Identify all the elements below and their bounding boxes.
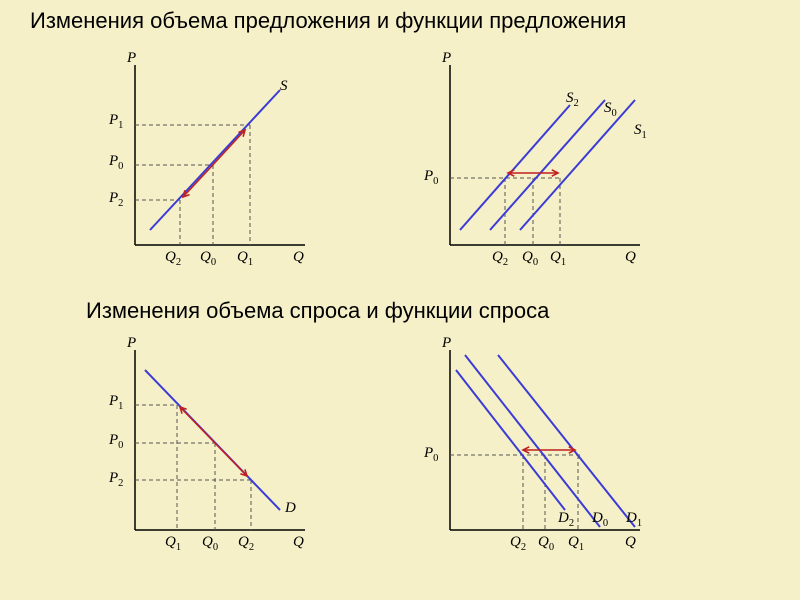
supply-move-along: P P1 P0 P2 S Q2 Q0 Q1 Q [105,50,315,265]
label-P0: P0 [424,445,438,464]
label-Q1: Q1 [237,249,253,268]
label-S: S [280,78,288,95]
label-Q2: Q2 [238,534,254,553]
label-P: P [127,335,136,352]
label-Q: Q [293,534,304,551]
label-P1: P1 [109,112,123,131]
label-D0: D0 [592,510,608,529]
title-bottom: Изменения объема спроса и функции спроса [86,298,549,324]
label-P0: P0 [424,168,438,187]
label-Q: Q [625,249,636,266]
label-P2: P2 [109,190,123,209]
label-Q0: Q0 [200,249,216,268]
label-D2: D2 [558,510,574,529]
supply-shift-svg [420,50,650,265]
demand-move-along-svg [105,335,315,550]
label-Q2: Q2 [165,249,181,268]
label-Q2: Q2 [510,534,526,553]
demand-shift: P P0 D2 D0 D1 Q2 Q0 Q1 Q [420,335,650,550]
label-S0: S0 [604,100,617,119]
label-S1: S1 [634,122,647,141]
label-P: P [442,50,451,67]
label-Q0: Q0 [522,249,538,268]
label-P0: P0 [109,432,123,451]
label-D1: D1 [626,510,642,529]
label-D: D [285,500,296,517]
label-S2: S2 [566,90,579,109]
label-Q1: Q1 [165,534,181,553]
label-Q0: Q0 [202,534,218,553]
demand-shift-svg [420,335,650,550]
label-P2: P2 [109,470,123,489]
label-Q: Q [293,249,304,266]
label-Q1: Q1 [550,249,566,268]
label-P: P [127,50,136,67]
label-P1: P1 [109,393,123,412]
demand-move-along: P P1 P0 P2 D Q1 Q0 Q2 Q [105,335,315,550]
supply-shift: P P0 S2 S0 S1 Q2 Q0 Q1 Q [420,50,650,265]
label-P0: P0 [109,153,123,172]
label-Q: Q [625,534,636,551]
label-P: P [442,335,451,352]
label-Q2: Q2 [492,249,508,268]
label-Q1: Q1 [568,534,584,553]
title-top: Изменения объема предложения и функции п… [30,8,626,34]
label-Q0: Q0 [538,534,554,553]
